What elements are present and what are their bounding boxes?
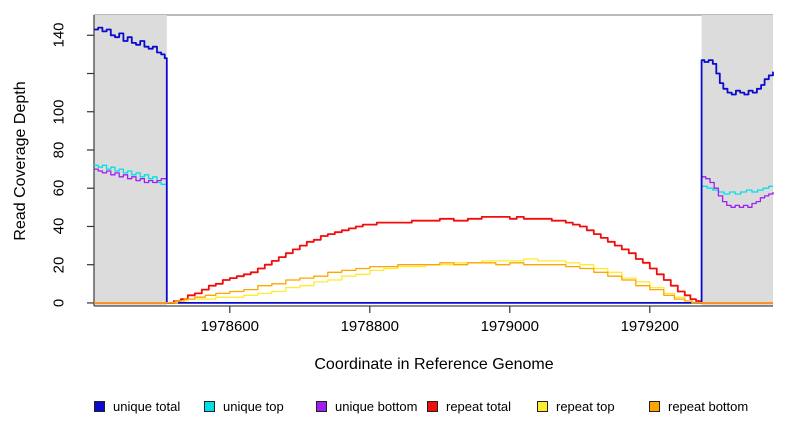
- legend-swatch-icon: [204, 400, 215, 412]
- legend-label: repeat top: [556, 398, 615, 414]
- legend-swatch-icon: [94, 400, 105, 412]
- legend-label: unique total: [113, 398, 181, 414]
- y-tick-label: 140: [50, 22, 68, 48]
- y-tick-label: 60: [50, 179, 68, 197]
- legend-item: repeat top: [537, 398, 615, 414]
- x-tick-label: 1979000: [480, 318, 539, 335]
- legend-label: unique top: [223, 398, 284, 414]
- series-repeat-total: [94, 216, 773, 304]
- legend-swatch-icon: [316, 400, 327, 412]
- series-repeat-bottom: [94, 262, 773, 304]
- shaded-region: [701, 15, 773, 306]
- legend-item: unique total: [94, 398, 181, 414]
- x-tick-label: 1978800: [340, 318, 399, 335]
- legend-swatch-icon: [427, 400, 438, 412]
- x-tick-label: 1979200: [620, 318, 679, 335]
- legend-label: unique bottom: [335, 398, 418, 414]
- y-tick-label: 0: [50, 298, 68, 308]
- series-unique-top: [94, 164, 773, 304]
- x-axis-tick-labels: 1978600 1978800 1979000 1979200: [0, 318, 792, 338]
- y-tick-label: 100: [50, 99, 68, 125]
- y-tick-label: 20: [50, 256, 68, 274]
- y-tick-label: 80: [50, 141, 68, 159]
- legend-item: unique top: [204, 398, 284, 414]
- legend-label: repeat bottom: [668, 398, 749, 414]
- legend-item: repeat bottom: [649, 398, 749, 414]
- y-axis-tick-labels: 0 20 40 60 80 100 140: [0, 0, 70, 320]
- shaded-region: [94, 15, 167, 306]
- y-tick-label: 40: [50, 218, 68, 235]
- legend-item: unique bottom: [316, 398, 418, 414]
- x-tick-label: 1978600: [200, 318, 259, 335]
- y-axis-title: Read Coverage Depth: [12, 81, 29, 241]
- x-axis-title: Coordinate in Reference Genome: [314, 356, 554, 373]
- legend-item: repeat total: [427, 398, 512, 414]
- series-unique-total: [94, 26, 774, 304]
- legend-label: repeat total: [446, 398, 512, 414]
- legend-swatch-icon: [537, 400, 548, 412]
- legend-swatch-icon: [649, 400, 660, 412]
